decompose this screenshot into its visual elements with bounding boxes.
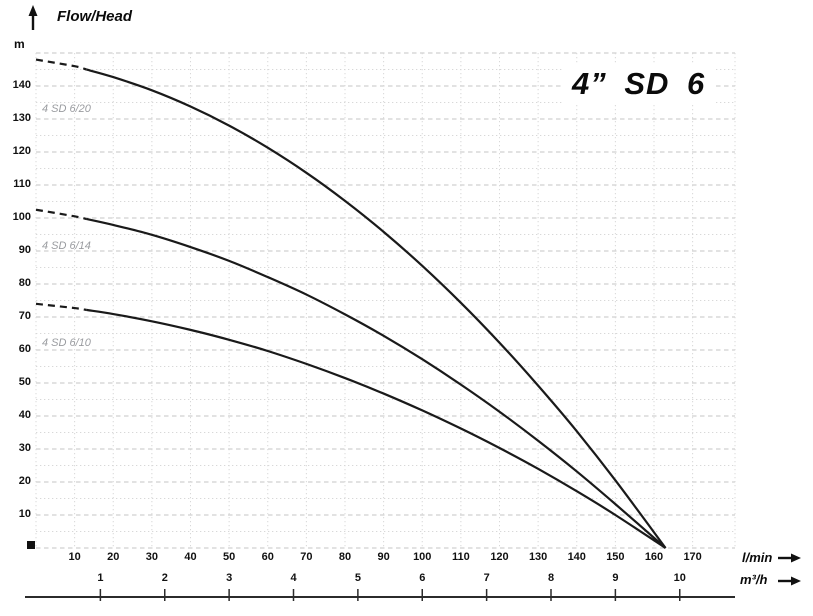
x-tick-label-lmin: 60 xyxy=(261,551,274,563)
x-tick-label-m3h: 6 xyxy=(419,572,426,584)
curve-1 xyxy=(85,68,667,549)
x-tick-label-lmin: 80 xyxy=(338,551,352,563)
origin-marker xyxy=(27,541,35,549)
curve-2 xyxy=(85,217,667,549)
x-axis-unit-lmin: l/min xyxy=(742,550,773,565)
y-tick-label: 120 xyxy=(12,145,31,157)
y-tick-label: 10 xyxy=(18,508,31,520)
up-arrow-head-icon xyxy=(28,5,38,16)
y-tick-label: 70 xyxy=(18,310,31,322)
x-tick-label-m3h: 7 xyxy=(483,572,490,584)
x-tick-label-lmin: 90 xyxy=(377,551,390,563)
curve-dashed-2 xyxy=(35,208,87,220)
series-label-4sd6-10: 4 SD 6/10 xyxy=(42,337,91,349)
chart-title: 4” SD 6 xyxy=(562,64,716,104)
x-axis-unit-m3h: m³/h xyxy=(740,572,768,587)
x-tick-label-m3h: 4 xyxy=(290,572,297,584)
right-arrow-head-icon-m3h xyxy=(791,576,801,586)
y-tick-label: 110 xyxy=(13,178,31,190)
x-tick-label-m3h: 5 xyxy=(354,572,361,584)
x-tick-label-lmin: 40 xyxy=(184,551,197,563)
y-tick-label: 130 xyxy=(12,112,31,124)
x-tick-label-lmin: 110 xyxy=(452,551,470,563)
y-tick-label: 50 xyxy=(18,376,31,388)
x-tick-label-lmin: 150 xyxy=(606,551,625,563)
y-axis-title: Flow/Head xyxy=(57,8,133,25)
curve-dashed-1 xyxy=(35,58,87,71)
x-tick-label-lmin: 50 xyxy=(223,551,236,563)
x-tick-label-lmin: 160 xyxy=(644,551,664,563)
curve-3 xyxy=(86,308,667,549)
x-tick-label-m3h: 2 xyxy=(161,572,168,584)
y-tick-label: 140 xyxy=(12,79,31,91)
y-tick-label: 100 xyxy=(12,211,31,223)
x-tick-label-m3h: 10 xyxy=(673,572,686,584)
x-tick-label-lmin: 10 xyxy=(68,551,81,563)
x-tick-label-lmin: 120 xyxy=(490,551,509,563)
y-tick-label: 20 xyxy=(18,475,31,487)
x-tick-label-lmin: 30 xyxy=(145,551,158,563)
right-arrow-head-icon-lmin xyxy=(791,553,801,563)
x-tick-label-m3h: 1 xyxy=(97,572,104,584)
series-label-4sd6-14: 4 SD 6/14 xyxy=(42,240,91,252)
y-tick-label: 40 xyxy=(18,409,31,421)
y-tick-label: 90 xyxy=(18,244,31,256)
y-axis-unit: m xyxy=(14,37,25,51)
y-tick-label: 30 xyxy=(18,442,31,454)
x-tick-label-lmin: 140 xyxy=(567,551,586,563)
x-tick-label-lmin: 20 xyxy=(107,551,120,563)
x-tick-label-m3h: 9 xyxy=(612,572,619,584)
y-tick-label: 60 xyxy=(18,343,31,355)
x-tick-label-lmin: 130 xyxy=(528,551,548,563)
y-tick-label: 80 xyxy=(18,277,31,289)
x-tick-label-m3h: 3 xyxy=(226,572,233,584)
x-tick-label-m3h: 8 xyxy=(547,572,555,584)
curve-dashed-3 xyxy=(35,302,87,311)
x-tick-label-lmin: 100 xyxy=(413,551,432,563)
x-tick-label-lmin: 70 xyxy=(300,551,313,563)
x-tick-label-lmin: 170 xyxy=(683,551,702,563)
series-label-4sd6-20: 4 SD 6/20 xyxy=(42,103,91,115)
